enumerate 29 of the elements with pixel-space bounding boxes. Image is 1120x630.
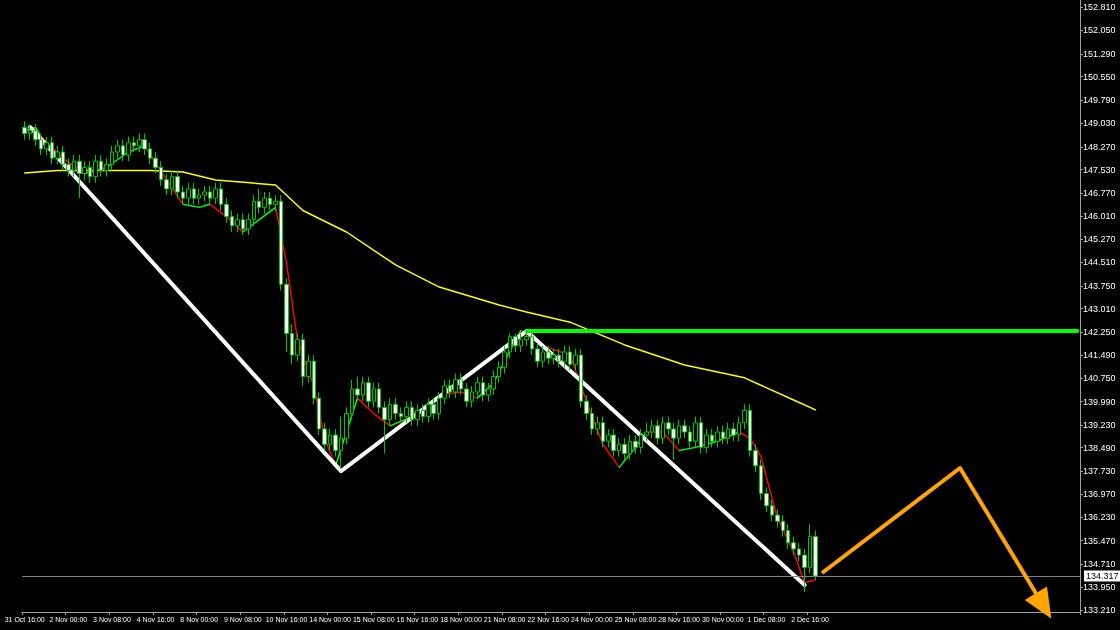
y-tick-label: 143.010 [1083,303,1116,314]
line-series [23,169,817,411]
y-tick-label: 145.270 [1083,234,1116,245]
y-tick-label: 137.730 [1083,466,1116,477]
y-tick-label: 148.270 [1083,141,1116,152]
y-tick-label: 146.010 [1083,211,1116,222]
y-tick-label: 144.510 [1083,257,1116,268]
y-tick-label: 140.750 [1083,373,1116,384]
y-tick-label: 139.230 [1083,419,1116,430]
y-tick-label: 135.470 [1083,535,1116,546]
y-tick-label: 152.050 [1083,25,1116,36]
y-tick-label: 138.490 [1083,442,1116,453]
y-tick-label: 134.710 [1083,559,1116,569]
y-tick-label: 146.770 [1083,187,1116,198]
y-tick-label: 136.970 [1083,489,1116,500]
y-tick-label: 141.490 [1083,350,1116,361]
y-tick-label: 149.030 [1083,118,1116,129]
ref-line-label: 134.317 [1086,571,1119,581]
y-tick-label: 142.250 [1083,327,1116,337]
y-tick-label: 133.210 [1083,605,1116,616]
y-tick-label: 139.990 [1083,396,1116,407]
y-tick-label: 152.810 [1083,2,1116,13]
y-tick-label: 149.790 [1083,95,1116,105]
y-tick-label: 133.950 [1083,582,1116,593]
y-tick-label: 151.290 [1083,48,1116,59]
y-tick-label: 150.550 [1083,71,1116,82]
y-tick-label: 136.230 [1083,512,1116,523]
y-tick-label: 147.530 [1083,164,1116,175]
y-tick-label: 143.750 [1083,280,1116,291]
